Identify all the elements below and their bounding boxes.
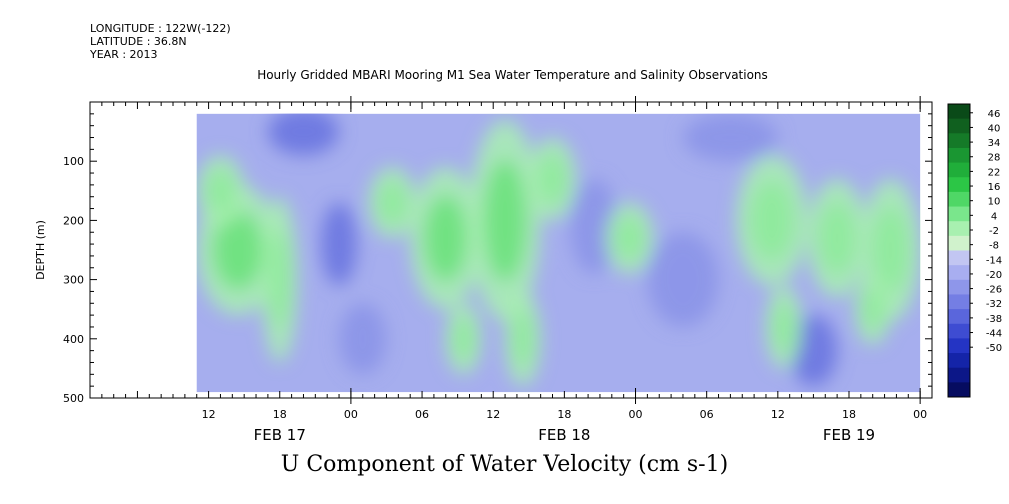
colorbar: 46 40 34 28 22 16 10 4 -2 -8 -14 -20 -26 -32 -38 -44 -50 (947, 103, 1002, 398)
positive-region-8 (538, 154, 567, 204)
date-label: FEB 18 (538, 426, 590, 444)
colorbar-label: -20 (986, 270, 1002, 281)
positive-region-6 (483, 160, 527, 281)
longitude-label: LONGITUDE : 122W(-122) (90, 22, 231, 35)
positive-region-12 (819, 202, 855, 274)
positive-region-9 (615, 216, 644, 260)
colorbar-swatch (948, 191, 970, 208)
colorbar-swatch (948, 323, 970, 339)
colorbar-label: 4 (991, 211, 997, 222)
x-tick-label: 06 (700, 408, 714, 421)
positive-region-1 (206, 169, 235, 213)
positive-region-11 (773, 302, 795, 352)
chart-title: Hourly Gridded MBARI Mooring M1 Sea Wate… (257, 68, 768, 82)
colorbar-label: -38 (986, 314, 1002, 325)
positive-region-14 (862, 287, 884, 331)
colorbar-swatch (948, 118, 970, 134)
colorbar-label: -26 (986, 285, 1002, 296)
colorbar-label: 16 (988, 182, 1001, 193)
negative-region-1 (321, 202, 357, 286)
x-tick-label: 00 (629, 408, 643, 421)
x-tick-label: 12 (486, 408, 500, 421)
colorbar-label: -44 (986, 329, 1002, 340)
x-tick-label: 00 (344, 408, 358, 421)
plot-frame (89, 101, 933, 399)
positive-region-5 (452, 317, 475, 361)
x-tick-label: 12 (202, 408, 216, 421)
latitude-label: LATITUDE : 36.8N (90, 35, 187, 48)
negative-region-4 (647, 232, 719, 327)
colorbar-label: 28 (988, 153, 1001, 164)
positive-region-3 (378, 181, 407, 224)
year-label: YEAR : 2013 (90, 48, 158, 61)
chart-subtitle: U Component of Water Velocity (cm s-1) (280, 452, 729, 477)
positive-region-13 (872, 207, 909, 293)
y-tick-label: 400 (63, 333, 84, 346)
x-tick-label: 18 (273, 408, 287, 421)
station-metadata: LONGITUDE : 122W(-122) LATITUDE : 36.8N … (90, 22, 231, 61)
colorbar-swatch (948, 206, 970, 222)
positive-region-4 (424, 195, 468, 281)
negative-region-6 (682, 113, 778, 162)
colorbar-label: 46 (988, 109, 1001, 120)
colorbar-swatch (948, 309, 970, 325)
colorbar-swatch (948, 250, 970, 266)
negative-region-3 (570, 178, 618, 274)
y-tick-label: 500 (63, 392, 84, 405)
negative-region-0 (267, 113, 340, 156)
colorbar-label: 40 (988, 123, 1001, 134)
colorbar-swatch (948, 265, 970, 281)
y-tick-label: 300 (63, 274, 84, 287)
negative-region-2 (339, 303, 387, 375)
colorbar-label: -2 (989, 226, 999, 237)
date-label: FEB 17 (254, 426, 306, 444)
colorbar-swatch (948, 162, 970, 178)
y-axis-label: DEPTH (m) (34, 220, 47, 280)
colorbar-swatch (948, 367, 970, 383)
colorbar-swatch (948, 147, 970, 164)
colorbar-label: -8 (989, 241, 999, 252)
colorbar-swatch (948, 221, 970, 237)
colorbar-frame (947, 103, 971, 398)
heatmap-field (196, 113, 921, 393)
y-tick-label: 200 (63, 214, 84, 227)
y-tick-label: 100 (63, 155, 84, 168)
colorbar-swatch (948, 235, 970, 251)
date-label: FEB 19 (823, 426, 875, 444)
colorbar-swatch (948, 279, 970, 295)
x-tick-label: 06 (415, 408, 429, 421)
colorbar-label: -32 (986, 299, 1002, 310)
positive-region-0 (213, 210, 264, 290)
colorbar-swatch (948, 382, 970, 398)
colorbar-label: 22 (988, 167, 1001, 178)
colorbar-label: 10 (988, 197, 1001, 208)
x-tick-label: 00 (913, 408, 927, 421)
colorbar-swatch (948, 294, 970, 310)
positive-region-10 (750, 181, 794, 260)
colorbar-swatch (948, 353, 970, 369)
colorbar-swatch (948, 338, 970, 354)
axes: 12 18 00 06 12 18 00 06 12 18 00 FEB 17 FEB 18 FEB 19… (34, 96, 933, 444)
colorbar-label: 34 (988, 138, 1001, 149)
colorbar-swatch (948, 104, 970, 120)
colorbar-label: -14 (986, 255, 1002, 266)
x-tick-label: 18 (842, 408, 856, 421)
colorbar-swatch (948, 177, 970, 193)
x-tick-label: 18 (557, 408, 571, 421)
negative-region-5 (789, 315, 838, 387)
colorbar-swatch (948, 133, 970, 149)
x-tick-label: 12 (771, 408, 785, 421)
positive-region-7 (512, 310, 534, 368)
colorbar-label: -50 (986, 343, 1002, 354)
positive-region-2 (269, 229, 291, 330)
